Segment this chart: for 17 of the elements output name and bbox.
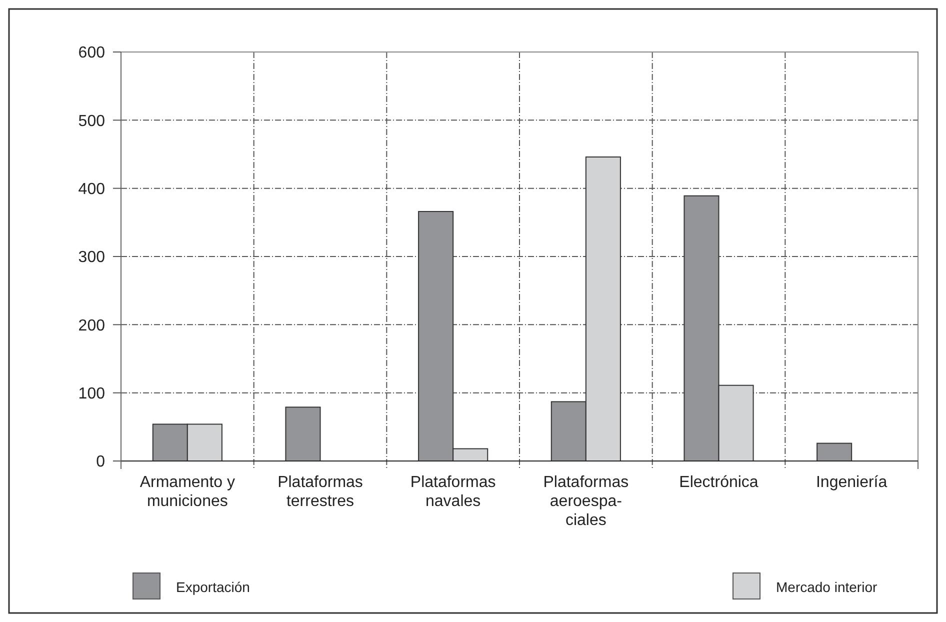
legend-label: Exportación bbox=[176, 579, 250, 595]
y-tick-label: 200 bbox=[78, 317, 106, 334]
y-tick-label: 600 bbox=[78, 44, 106, 62]
x-tick-label: Plataformas navales bbox=[410, 474, 496, 510]
x-tick-label: Ingeniería bbox=[816, 474, 888, 491]
legend-label: Mercado interior bbox=[776, 579, 878, 595]
y-tick-label: 300 bbox=[78, 249, 106, 266]
bar bbox=[816, 442, 852, 462]
x-tick-label: Plataformas terrestres bbox=[278, 474, 363, 510]
x-tick-label: Armamento y municiones bbox=[140, 474, 235, 510]
y-tick-label: 500 bbox=[78, 112, 106, 130]
y-tick-label: 400 bbox=[78, 180, 106, 198]
x-tick-label: Plataformas aeroespa-ciales bbox=[543, 474, 629, 529]
x-tick-label: Electrónica bbox=[679, 474, 758, 491]
y-tick-label: 0 bbox=[96, 454, 106, 471]
bar bbox=[285, 406, 321, 462]
y-tick-label: 100 bbox=[78, 385, 106, 402]
